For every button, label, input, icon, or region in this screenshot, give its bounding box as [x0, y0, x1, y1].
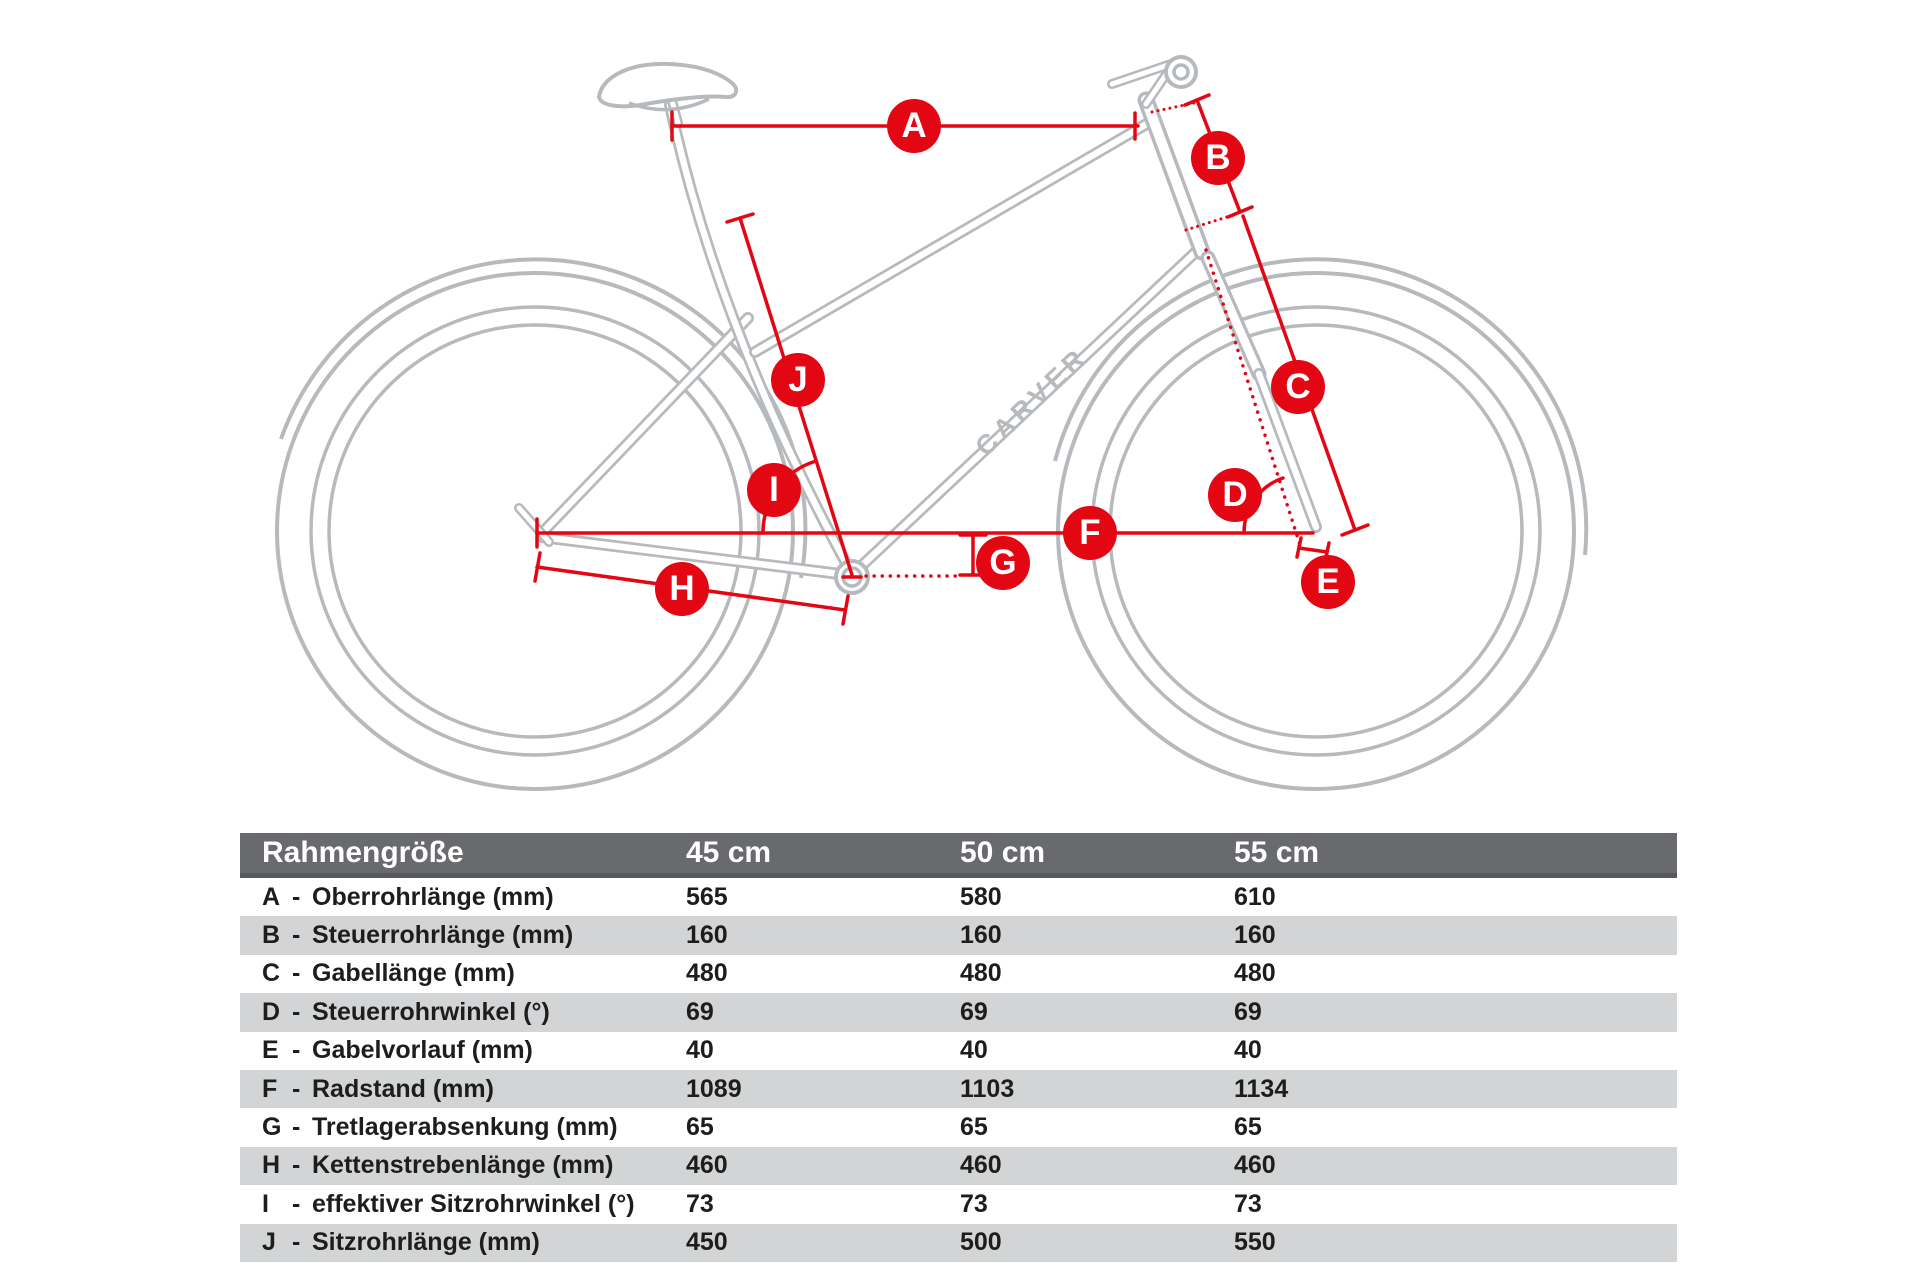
value-50: 500 — [960, 1228, 1002, 1257]
row-name: Gabelvorlauf (mm) — [312, 1036, 533, 1065]
table-row: I - effektiver Sitzrohrwinkel (°) 73 73 73 — [240, 1185, 1677, 1224]
header-col-50: 50 cm — [960, 836, 1046, 869]
stem-and-handlebar — [1107, 55, 1198, 109]
value-55: 73 — [1234, 1189, 1262, 1218]
value-55: 550 — [1234, 1228, 1276, 1257]
value-45: 65 — [686, 1113, 714, 1142]
row-letter: F — [262, 1074, 278, 1103]
value-50: 69 — [960, 997, 988, 1026]
value-45: 480 — [686, 959, 728, 988]
dim-badge-B: B — [1191, 131, 1245, 185]
value-55: 1134 — [1234, 1074, 1289, 1103]
row-letter: I — [262, 1189, 269, 1218]
header-col-45: 45 cm — [686, 836, 772, 869]
value-45: 565 — [686, 882, 728, 911]
dimension-lines — [533, 93, 1370, 626]
value-55: 610 — [1234, 882, 1276, 911]
row-name: Tretlagerabsenkung (mm) — [312, 1113, 618, 1142]
frame: CARVER — [514, 91, 1211, 580]
value-45: 450 — [686, 1228, 728, 1257]
row-letter: D — [262, 997, 281, 1026]
value-45: 73 — [686, 1189, 714, 1218]
value-45: 69 — [686, 997, 714, 1026]
dim-F-wheelbase — [535, 517, 1315, 549]
value-45: 40 — [686, 1036, 714, 1065]
geometry-table: Rahmengröße 45 cm 50 cm 55 cm A - Oberrohr… — [240, 833, 1677, 1262]
saddle — [597, 61, 739, 128]
dim-badge-G: G — [976, 536, 1030, 590]
value-55: 40 — [1234, 1036, 1262, 1065]
dim-badge-J: J — [771, 353, 825, 407]
value-55: 480 — [1234, 959, 1276, 988]
value-45: 460 — [686, 1151, 728, 1180]
row-letter: C — [262, 959, 281, 988]
value-55: 160 — [1234, 921, 1276, 950]
row-letter: E — [262, 1036, 279, 1065]
row-letter: H — [262, 1151, 281, 1180]
row-separator: - — [292, 1228, 301, 1257]
table-row: D - Steuerrohrwinkel (°) 69 69 69 — [240, 993, 1677, 1032]
value-45: 1089 — [686, 1074, 742, 1103]
table-row: J - Sitzrohrlänge (mm) 450 500 550 — [240, 1223, 1677, 1262]
value-50: 480 — [960, 959, 1002, 988]
row-name: Steuerrohrlänge (mm) — [312, 921, 574, 950]
row-letter: B — [262, 921, 281, 950]
table-row: E - Gabelvorlauf (mm) 40 40 40 — [240, 1031, 1677, 1070]
row-separator: - — [292, 1036, 301, 1065]
brand-logo: CARVER — [969, 341, 1094, 462]
table-row: H - Kettenstrebenlänge (mm) 460 460 460 — [240, 1146, 1677, 1186]
fork — [1200, 250, 1322, 533]
grip-icon — [1164, 55, 1198, 89]
value-50: 160 — [960, 921, 1002, 950]
table-row: B - Steuerrohrlänge (mm) 160 160 160 — [240, 916, 1677, 955]
row-name: effektiver Sitzrohrwinkel (°) — [312, 1189, 635, 1218]
table-row: F - Radstand (mm) 1089 1103 1134 — [240, 1069, 1677, 1109]
dim-badge-F: F — [1063, 506, 1117, 560]
table-row: A - Oberrohrlänge (mm) 565 580 610 — [240, 878, 1677, 917]
rear-wheel — [275, 271, 795, 791]
value-50: 65 — [960, 1113, 988, 1142]
table-row: C - Gabellänge (mm) 480 480 480 — [240, 954, 1677, 994]
row-name: Sitzrohrlänge (mm) — [312, 1228, 540, 1257]
value-55: 460 — [1234, 1151, 1276, 1180]
dim-badge-I: I — [747, 463, 801, 517]
row-name: Kettenstrebenlänge (mm) — [312, 1151, 614, 1180]
row-letter: G — [262, 1113, 282, 1142]
header-size-label: Rahmengröße — [262, 836, 464, 869]
table-row: G - Tretlagerabsenkung (mm) 65 65 65 — [240, 1108, 1677, 1147]
dim-badge-A: A — [887, 99, 941, 153]
row-separator: - — [292, 1113, 301, 1142]
value-50: 460 — [960, 1151, 1002, 1180]
value-50: 1103 — [960, 1074, 1015, 1103]
value-50: 580 — [960, 882, 1002, 911]
row-name: Oberrohrlänge (mm) — [312, 882, 554, 911]
dim-badge-D: D — [1208, 468, 1262, 522]
table-header-row: Rahmengröße 45 cm 50 cm 55 cm — [240, 833, 1677, 878]
row-separator: - — [292, 882, 301, 911]
row-letter: A — [262, 882, 281, 911]
row-separator: - — [292, 959, 301, 988]
row-separator: - — [292, 1151, 301, 1180]
value-55: 65 — [1234, 1113, 1262, 1142]
dim-badge-E: E — [1301, 555, 1355, 609]
row-separator: - — [292, 1074, 301, 1103]
dim-badge-C: C — [1271, 360, 1325, 414]
row-name: Radstand (mm) — [312, 1074, 494, 1103]
row-name: Steuerrohrwinkel (°) — [312, 997, 550, 1026]
value-45: 160 — [686, 921, 728, 950]
dim-badge-H: H — [655, 562, 709, 616]
row-separator: - — [292, 921, 301, 950]
value-50: 73 — [960, 1189, 988, 1218]
value-55: 69 — [1234, 997, 1262, 1026]
row-separator: - — [292, 997, 301, 1026]
value-50: 40 — [960, 1036, 988, 1065]
row-letter: J — [262, 1228, 276, 1257]
row-name: Gabellänge (mm) — [312, 959, 515, 988]
row-separator: - — [292, 1189, 301, 1218]
front-fender — [1053, 257, 1589, 556]
header-col-55: 55 cm — [1234, 836, 1320, 869]
